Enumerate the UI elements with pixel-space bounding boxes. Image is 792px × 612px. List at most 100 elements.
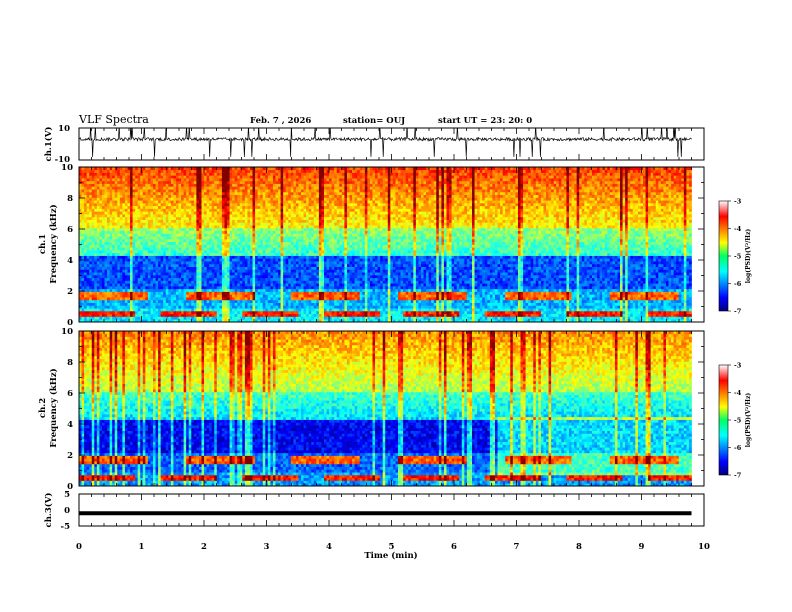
spectrogram-cell <box>115 186 118 189</box>
spectrogram-cell <box>235 256 238 259</box>
spectrogram-cell <box>265 278 268 281</box>
spectrogram-cell <box>268 175 271 178</box>
spectrogram-cell <box>219 170 222 173</box>
spectrogram-cell <box>265 261 268 264</box>
spectrogram-cell <box>202 308 205 311</box>
spectrogram-cell <box>291 294 294 297</box>
spectrogram-cell <box>156 242 159 245</box>
spectrogram-cell <box>258 267 261 270</box>
spectrogram-cell <box>102 316 105 319</box>
spectrogram-cell <box>293 261 296 264</box>
spectrogram-cell <box>107 305 110 308</box>
spectrogram-cell <box>153 189 156 192</box>
spectrogram-cell <box>87 186 90 189</box>
spectrogram-cell <box>258 173 261 176</box>
spectrogram-cell <box>286 305 289 308</box>
spectrogram-cell <box>143 209 146 212</box>
spectrogram-cell <box>148 278 151 281</box>
spectrogram-cell <box>296 256 299 259</box>
spectrogram-cell <box>194 253 197 256</box>
spectrogram-cell <box>196 283 199 286</box>
spectrogram-cell <box>92 267 95 270</box>
spectrogram-cell <box>230 217 233 220</box>
spectrogram-cell <box>125 286 128 289</box>
spectrogram-cell <box>140 225 143 228</box>
spectrogram-cell <box>286 195 289 198</box>
spectrogram-cell <box>176 300 179 303</box>
spectrogram-cell <box>112 206 115 209</box>
spectrogram-cell <box>222 303 225 306</box>
spectrogram-cell <box>219 242 222 245</box>
spectrogram-cell <box>145 203 148 206</box>
spectrogram-cell <box>84 239 87 242</box>
spectrogram-cell <box>163 192 166 195</box>
spectrogram-cell <box>89 264 92 267</box>
spectrogram-cell <box>120 292 123 295</box>
spectrogram-cell <box>125 275 128 278</box>
spectrogram-cell <box>202 239 205 242</box>
spectrogram-cell <box>265 253 268 256</box>
spectrogram-cell <box>235 253 238 256</box>
spectrogram-cell <box>204 289 207 292</box>
spectrogram-cell <box>194 280 197 283</box>
spectrogram-cell <box>186 195 189 198</box>
spectrogram-cell <box>163 206 166 209</box>
spectrogram-cell <box>99 245 102 248</box>
spectrogram-cell <box>107 197 110 200</box>
spectrogram-cell <box>247 283 250 286</box>
spectrogram-cell <box>181 197 184 200</box>
spectrogram-cell <box>286 303 289 306</box>
spectrogram-cell <box>265 186 268 189</box>
spectrogram-cell <box>120 311 123 314</box>
spectrogram-cell <box>214 200 217 203</box>
spectrogram-cell <box>87 289 90 292</box>
spectrogram-cell <box>148 256 151 259</box>
spectrogram-cell <box>268 308 271 311</box>
spectrogram-cell <box>232 242 235 245</box>
spectrogram-cell <box>250 289 253 292</box>
spectrogram-cell <box>260 231 263 234</box>
spectrogram-cell <box>217 311 220 314</box>
spectrogram-cell <box>255 222 258 225</box>
spectrogram-cell <box>209 173 212 176</box>
spectrogram-cell <box>265 206 268 209</box>
spectrogram-cell <box>99 314 102 317</box>
spectrogram-cell <box>112 239 115 242</box>
spectrogram-cell <box>158 303 161 306</box>
spectrogram-cell <box>283 294 286 297</box>
spectrogram-cell <box>133 286 136 289</box>
spectrogram-cell <box>286 225 289 228</box>
spectrogram-cell <box>143 264 146 267</box>
spectrogram-cell <box>260 181 263 184</box>
spectrogram-cell <box>125 214 128 217</box>
spectrogram-cell <box>258 186 261 189</box>
spectrogram-cell <box>224 200 227 203</box>
spectrogram-cell <box>219 214 222 217</box>
spectrogram-cell <box>268 294 271 297</box>
spectrogram-cell <box>105 209 108 212</box>
spectrogram-cell <box>191 195 194 198</box>
spectrogram-cell <box>161 209 164 212</box>
spectrogram-cell <box>176 186 179 189</box>
spectrogram-cell <box>112 278 115 281</box>
spectrogram-cell <box>191 272 194 275</box>
spectrogram-cell <box>268 305 271 308</box>
spectrogram-cell <box>222 200 225 203</box>
spectrogram-cell <box>298 233 301 236</box>
spectrogram-cell <box>179 283 182 286</box>
spectrogram-cell <box>270 294 273 297</box>
spectrogram-cell <box>84 247 87 250</box>
spectrogram-cell <box>265 256 268 259</box>
spectrogram-cell <box>227 286 230 289</box>
spectrogram-cell <box>120 250 123 253</box>
spectrogram-cell <box>84 311 87 314</box>
spectrogram-cell <box>204 231 207 234</box>
spectrogram-cell <box>283 283 286 286</box>
spectrogram-cell <box>222 250 225 253</box>
spectrogram-cell <box>105 308 108 311</box>
spectrogram-cell <box>291 203 294 206</box>
spectrogram-cell <box>112 316 115 319</box>
spectrogram-cell <box>204 178 207 181</box>
spectrogram-cell <box>130 280 133 283</box>
spectrogram-cell <box>97 211 100 214</box>
